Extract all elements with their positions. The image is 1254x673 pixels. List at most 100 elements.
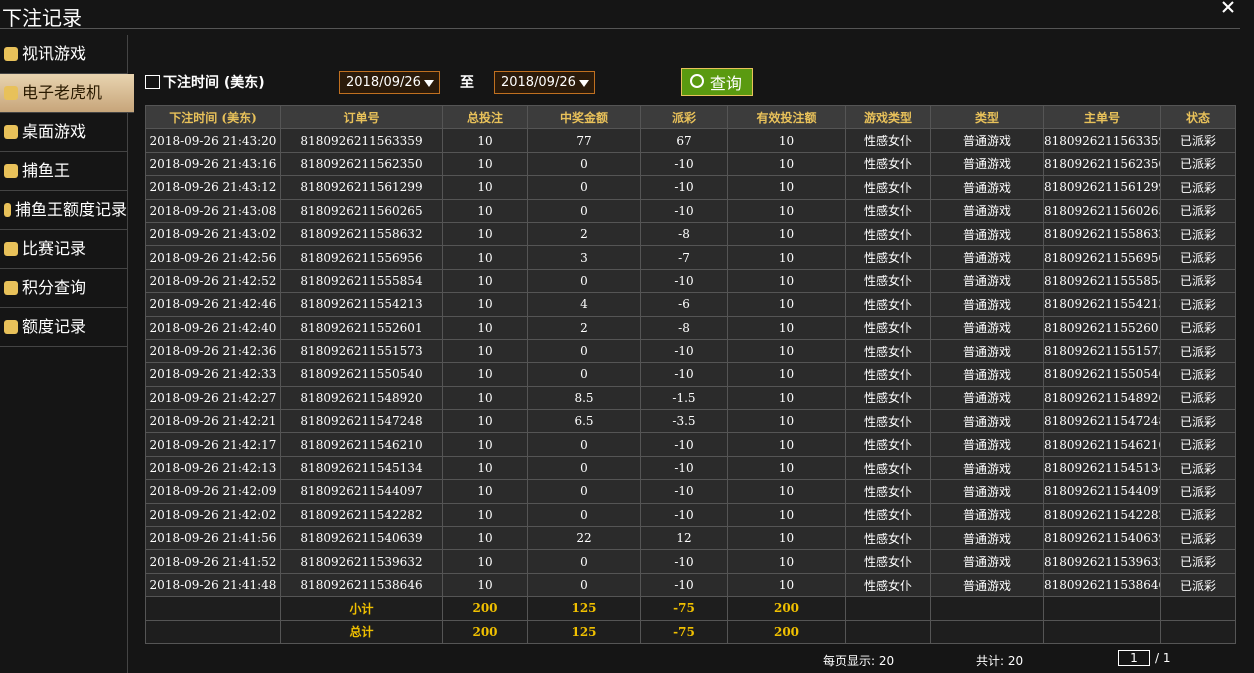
cell: 2018-09-26 21:43:16: [145, 151, 281, 177]
cell: -10: [640, 502, 728, 528]
cell: 普通游戏: [930, 479, 1044, 504]
cell: 8180926211554213: [1043, 292, 1161, 317]
sidebar-item[interactable]: 桌面游戏: [0, 113, 127, 152]
cell: 8180926211554213: [280, 292, 443, 317]
column-header: 类型: [930, 104, 1044, 130]
data-row: 2018-09-26 21:42:33 8180926211550540 10 0 -1…: [145, 362, 1236, 387]
cell: [930, 596, 1044, 621]
cell: [845, 619, 931, 644]
item-icon: [4, 47, 18, 61]
data-row: 2018-09-26 21:42:09 8180926211544097 10 0 -1…: [145, 479, 1236, 504]
cell: 8180926211551573: [1043, 338, 1161, 364]
cell: 普通游戏: [930, 502, 1044, 528]
cell: 已派彩: [1160, 268, 1236, 294]
cell: -8: [640, 221, 728, 247]
sidebar-item[interactable]: 捕鱼王: [0, 152, 127, 191]
sidebar-item[interactable]: 额度记录: [0, 308, 127, 347]
cell: 8180926211562350: [280, 151, 443, 177]
total-label: 总计: [280, 619, 443, 644]
data-row: 2018-09-26 21:41:48 8180926211538646 10 0 -1…: [145, 572, 1236, 598]
cell: 10: [442, 362, 528, 387]
item-label: 积分查询: [22, 278, 87, 297]
cell: 10: [442, 292, 528, 317]
close-button[interactable]: [1221, 0, 1235, 14]
cell: 2018-09-26 21:41:52: [145, 549, 281, 574]
subtotal-row: 小计 200 125 -75 200: [145, 596, 1236, 621]
cell: 10: [442, 572, 528, 598]
cell: 已派彩: [1160, 128, 1236, 153]
item-label: 捕鱼王额度记录: [14, 200, 127, 219]
page-input[interactable]: 1: [1118, 650, 1150, 666]
filter-bar: 下注时间 (美东) 2018/09/26 至 2018/09/26 查询: [145, 68, 753, 96]
cell: 10: [727, 128, 846, 153]
cell: 10: [727, 526, 846, 551]
cell: 性感女仆: [845, 292, 931, 317]
cell: 8180926211546210: [1043, 432, 1161, 457]
cell: 10: [727, 221, 846, 247]
cell: 2018-09-26 21:42:46: [145, 292, 281, 317]
cell: 性感女仆: [845, 315, 931, 340]
cell: -10: [640, 338, 728, 364]
subtotal-value: 125: [527, 596, 641, 621]
cell: 10: [442, 549, 528, 574]
cell: 8180926211563359: [1043, 128, 1161, 153]
cell: 普通游戏: [930, 315, 1044, 340]
cell: 8180926211551573: [280, 338, 443, 364]
start-date[interactable]: 2018/09/26: [339, 70, 440, 94]
sidebar-item[interactable]: 积分查询: [0, 269, 127, 308]
cell: 10: [727, 362, 846, 387]
cell: 8180926211539632: [1043, 549, 1161, 574]
cell: 10: [442, 479, 528, 504]
cell: 10: [727, 455, 846, 481]
cell: 10: [727, 502, 846, 528]
cell: 2018-09-26 21:42:13: [145, 455, 281, 481]
cell: 8180926211556956: [280, 245, 443, 270]
cell: -10: [640, 572, 728, 598]
column-header: 状态: [1160, 104, 1236, 130]
record-count: 共计: 20: [976, 654, 1024, 668]
item-label: 桌面游戏: [22, 122, 87, 141]
sidebar-item[interactable]: 视讯游戏: [0, 35, 127, 74]
data-row: 2018-09-26 21:43:16 8180926211562350 10 0 -1…: [145, 151, 1236, 177]
cell: 8180926211563359: [280, 128, 443, 153]
cell: -10: [640, 479, 728, 504]
cell: 性感女仆: [845, 338, 931, 364]
cell: 10: [727, 338, 846, 364]
cell: 性感女仆: [845, 198, 931, 223]
cell: 2018-09-26 21:42:36: [145, 338, 281, 364]
item-label: 额度记录: [22, 317, 87, 336]
sidebar-item[interactable]: 比赛记录: [0, 230, 127, 269]
cell: 性感女仆: [845, 479, 931, 504]
cell: 已派彩: [1160, 292, 1236, 317]
cell: 10: [727, 151, 846, 177]
cell: 2018-09-26 21:42:40: [145, 315, 281, 340]
cell: [1043, 596, 1161, 621]
cell: 性感女仆: [845, 221, 931, 247]
cell: [145, 596, 281, 621]
column-header: 订单号: [280, 104, 443, 130]
cell: 2018-09-26 21:43:12: [145, 175, 281, 200]
item-label: 视讯游戏: [22, 44, 87, 63]
cell: 10: [727, 432, 846, 457]
end-date[interactable]: 2018/09/26: [493, 70, 595, 94]
cell: 0: [527, 549, 641, 574]
cell: 8180926211548920: [1043, 385, 1161, 411]
cell: 10: [442, 409, 528, 434]
cell: 普通游戏: [930, 198, 1044, 223]
column-header: 总投注: [442, 104, 528, 130]
total-value: 200: [727, 619, 846, 644]
item-label: 捕鱼王: [22, 161, 71, 180]
sidebar-item[interactable]: 捕鱼王额度记录: [0, 191, 127, 230]
cell: 10: [442, 151, 528, 177]
search-button[interactable]: 查询: [680, 68, 753, 96]
data-row: 2018-09-26 21:42:17 8180926211546210 10 0 -1…: [145, 432, 1236, 457]
sidebar-item[interactable]: 电子老虎机: [0, 74, 134, 113]
cell: 10: [727, 268, 846, 294]
data-row: 2018-09-26 21:42:13 8180926211545134 10 0 -1…: [145, 455, 1236, 481]
cell: 10: [442, 268, 528, 294]
subtotal-value: 200: [442, 596, 528, 621]
item-icon: [4, 242, 18, 256]
cell: 8180926211546210: [280, 432, 443, 457]
data-row: 2018-09-26 21:41:52 8180926211539632 10 0 -1…: [145, 549, 1236, 574]
cell: 性感女仆: [845, 128, 931, 153]
